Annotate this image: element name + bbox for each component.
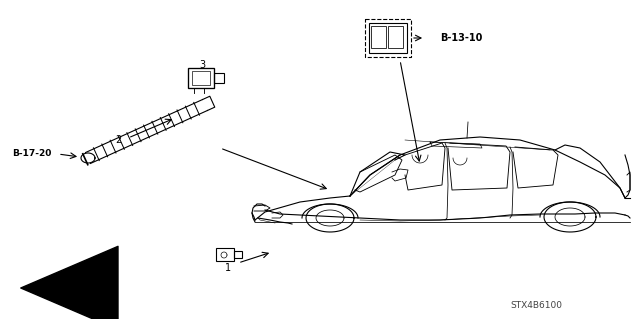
Bar	[188, 68, 214, 88]
Bar	[369, 23, 407, 53]
Text: B-13-10: B-13-10	[440, 33, 483, 43]
Text: B-17-20: B-17-20	[12, 150, 51, 159]
Bar	[388, 26, 403, 48]
Bar	[192, 71, 210, 85]
Bar	[371, 26, 386, 48]
Bar	[365, 19, 411, 57]
Text: STX4B6100: STX4B6100	[510, 300, 562, 309]
Text: FR.: FR.	[56, 282, 77, 292]
Text: 1: 1	[225, 263, 231, 273]
Text: 2: 2	[115, 135, 121, 145]
Bar	[216, 248, 234, 261]
Bar	[234, 251, 242, 258]
Text: 3: 3	[199, 60, 205, 70]
Bar	[214, 73, 224, 83]
